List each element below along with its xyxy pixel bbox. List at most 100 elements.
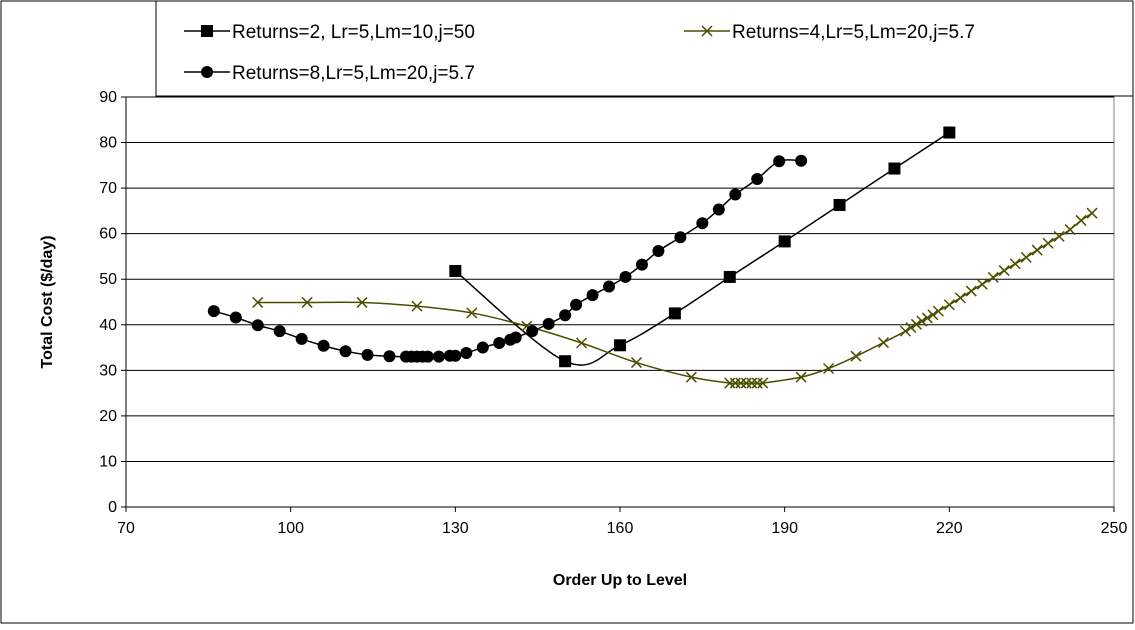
x-tick-label: 250 xyxy=(1101,520,1128,537)
data-point-returns8 xyxy=(476,341,489,354)
data-point-returns8 xyxy=(432,350,445,363)
y-tick-label: 0 xyxy=(108,499,117,516)
data-point-returns8 xyxy=(509,331,522,344)
data-point-returns4 xyxy=(466,307,478,319)
data-point-returns4 xyxy=(965,285,977,297)
data-point-returns4 xyxy=(1031,244,1043,256)
data-point-returns8 xyxy=(635,258,648,271)
x-tick-label: 220 xyxy=(936,520,963,537)
x-tick-label: 160 xyxy=(607,520,634,537)
data-point-returns4 xyxy=(1020,251,1032,263)
data-point-returns4 xyxy=(899,325,911,337)
data-point-returns8 xyxy=(251,319,264,332)
data-point-returns4 xyxy=(943,299,955,311)
data-point-returns2 xyxy=(943,126,956,139)
data-point-returns4 xyxy=(905,321,917,334)
legend-label: Returns=8,Lr=5,Lm=20,j=5.7 xyxy=(232,63,475,84)
y-tick-label: 20 xyxy=(99,408,117,425)
data-point-returns4 xyxy=(740,377,752,389)
data-point-returns4 xyxy=(1009,258,1021,270)
series-layer xyxy=(207,126,1098,389)
data-point-returns4 xyxy=(1053,230,1065,242)
y-tick-label: 50 xyxy=(99,271,117,288)
data-point-returns4 xyxy=(1064,224,1076,236)
y-tick-label: 30 xyxy=(99,362,117,379)
legend-marker xyxy=(201,66,213,78)
data-point-returns4 xyxy=(916,315,928,327)
data-point-returns2 xyxy=(614,339,626,352)
data-point-returns4 xyxy=(301,296,313,308)
legend-item-returns4: Returns=4,Lr=5,Lm=20,j=5.7 xyxy=(684,22,975,43)
x-axis-title: Order Up to Level xyxy=(553,572,687,589)
data-point-returns8 xyxy=(317,339,330,352)
data-point-returns4 xyxy=(850,350,862,362)
data-point-returns4 xyxy=(746,377,758,389)
data-point-returns4 xyxy=(685,371,697,383)
data-point-returns8 xyxy=(751,173,764,185)
data-point-returns8 xyxy=(586,289,599,302)
data-point-returns8 xyxy=(449,349,462,362)
data-point-returns8 xyxy=(570,298,583,311)
data-point-returns4 xyxy=(1086,207,1098,219)
legend-marker xyxy=(201,25,213,37)
y-tick-label: 70 xyxy=(99,180,117,197)
data-point-returns8 xyxy=(229,311,242,324)
data-point-returns8 xyxy=(383,350,396,363)
data-point-returns4 xyxy=(987,271,999,283)
data-point-returns4 xyxy=(724,377,736,389)
legend-marker xyxy=(701,25,713,37)
data-point-returns4 xyxy=(954,292,966,304)
data-point-returns8 xyxy=(493,337,506,349)
data-point-returns2 xyxy=(559,355,572,368)
legend-label: Returns=2, Lr=5,Lm=10,j=50 xyxy=(232,22,475,43)
data-point-returns4 xyxy=(823,362,835,375)
data-point-returns4 xyxy=(1075,214,1087,226)
y-tick-label: 60 xyxy=(99,226,117,243)
legend-items: Returns=2, Lr=5,Lm=10,j=50 Returns=4,Lr=5… xyxy=(184,22,975,84)
x-tick-label: 100 xyxy=(277,520,304,537)
data-point-returns2 xyxy=(888,162,901,175)
series-returns2 xyxy=(449,126,956,368)
data-point-returns8 xyxy=(339,345,352,358)
data-point-returns8 xyxy=(619,270,632,283)
x-tick-label: 70 xyxy=(117,520,135,537)
data-point-returns4 xyxy=(411,300,423,312)
data-point-returns8 xyxy=(460,347,473,360)
data-point-returns8 xyxy=(712,203,725,216)
data-point-returns2 xyxy=(668,307,681,320)
data-point-returns4 xyxy=(932,305,944,317)
data-point-returns2 xyxy=(723,270,736,283)
data-point-returns8 xyxy=(295,332,308,345)
y-tick-label: 40 xyxy=(99,317,117,334)
data-point-returns2 xyxy=(778,235,791,248)
data-point-returns8 xyxy=(729,188,742,201)
data-point-returns4 xyxy=(921,312,933,324)
data-point-returns2 xyxy=(833,198,846,211)
data-point-returns8 xyxy=(795,154,808,167)
data-point-returns8 xyxy=(273,325,286,338)
y-tick-label: 90 xyxy=(99,89,117,106)
data-point-returns4 xyxy=(976,278,988,290)
data-point-returns8 xyxy=(559,309,572,322)
data-point-returns8 xyxy=(361,348,374,361)
series-returns8 xyxy=(207,154,808,363)
data-point-returns4 xyxy=(576,337,588,349)
data-point-returns4 xyxy=(998,265,1010,277)
data-point-returns4 xyxy=(751,377,763,389)
legend-item-returns8: Returns=8,Lr=5,Lm=20,j=5.7 xyxy=(184,63,475,84)
data-point-returns4 xyxy=(356,296,368,308)
data-point-returns4 xyxy=(1042,237,1054,249)
data-point-returns8 xyxy=(526,325,539,338)
data-point-returns8 xyxy=(696,217,709,230)
data-point-returns4 xyxy=(729,377,741,389)
data-point-returns8 xyxy=(542,317,555,330)
data-point-returns4 xyxy=(910,318,922,330)
legend-label: Returns=4,Lr=5,Lm=20,j=5.7 xyxy=(732,22,975,43)
data-point-returns8 xyxy=(421,350,434,363)
x-tick-label: 130 xyxy=(442,520,469,537)
y-tick-label: 80 xyxy=(99,135,117,152)
y-tick-label: 10 xyxy=(99,453,117,470)
axis-layer: 0 10 20 30 40 50 60 70 80 90 70 100 130 160 190 220 250 xyxy=(99,89,1127,537)
